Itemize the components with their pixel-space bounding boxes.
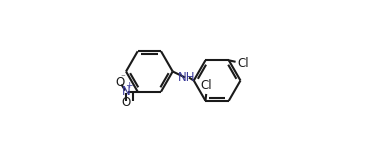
Text: O: O [122,97,131,109]
Text: +: + [125,81,132,90]
Text: N: N [122,85,131,98]
Text: Cl: Cl [201,79,212,92]
Text: NH: NH [177,71,195,84]
Text: Cl: Cl [238,57,250,70]
Text: ⁻: ⁻ [120,73,125,82]
Text: O: O [115,76,124,89]
